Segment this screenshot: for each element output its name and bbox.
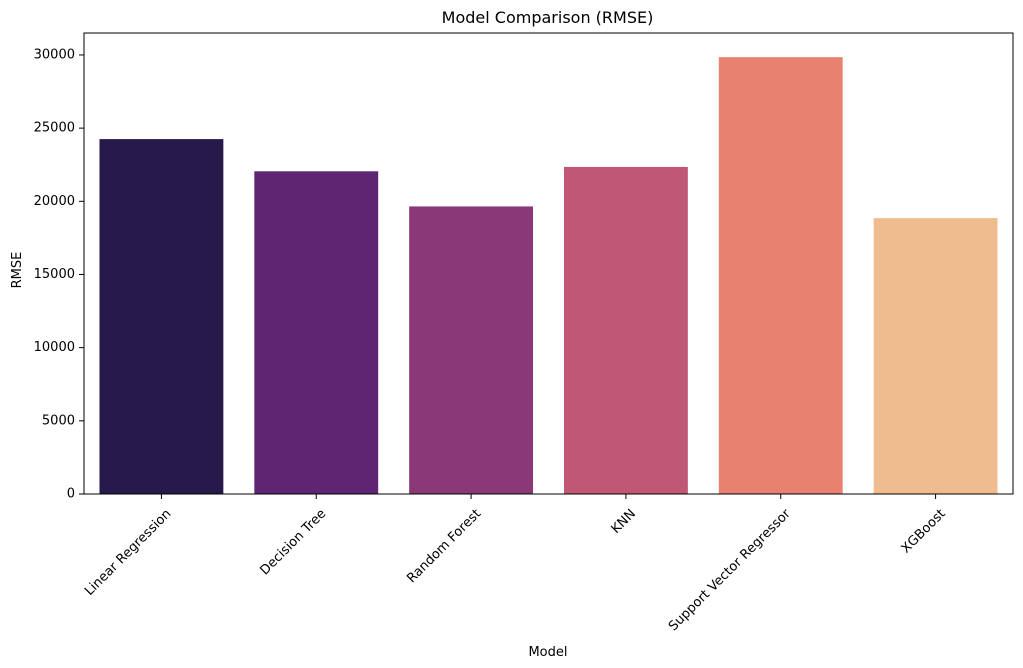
y-tick-label: 20000 — [34, 194, 75, 209]
bar-knn — [563, 166, 688, 494]
plot-frame — [83, 32, 1014, 495]
y-tick-label: 0 — [67, 487, 75, 502]
bar-support-vector-regressor — [718, 57, 843, 495]
chart-title: Model Comparison (RMSE) — [442, 8, 654, 27]
bar-random-forest — [409, 206, 534, 494]
x-tick-label: Linear Regression — [82, 506, 174, 598]
y-axis-label: RMSE — [10, 252, 25, 289]
bars-group — [99, 57, 998, 495]
bar-linear-regression — [99, 139, 224, 494]
y-tick-label: 25000 — [34, 121, 75, 136]
y-axis-ticks: 0 5000 10000 15000 20000 25000 30000 — [34, 47, 84, 502]
x-axis-label: Model — [528, 645, 567, 660]
x-tick-label: Random Forest — [404, 506, 484, 586]
x-tick-label: KNN — [609, 506, 639, 536]
x-axis-ticks: Linear Regression Decision Tree Random For… — [82, 494, 949, 634]
bar-decision-tree — [254, 171, 379, 495]
x-tick-label: Support Vector Regressor — [666, 506, 794, 634]
bar-xgboost — [873, 218, 998, 494]
y-tick-label: 15000 — [34, 267, 75, 282]
x-tick-label: XGBoost — [899, 506, 949, 556]
x-tick-label: Decision Tree — [257, 506, 329, 578]
y-tick-label: 5000 — [42, 413, 75, 428]
y-tick-label: 30000 — [34, 47, 75, 62]
y-tick-label: 10000 — [34, 340, 75, 355]
